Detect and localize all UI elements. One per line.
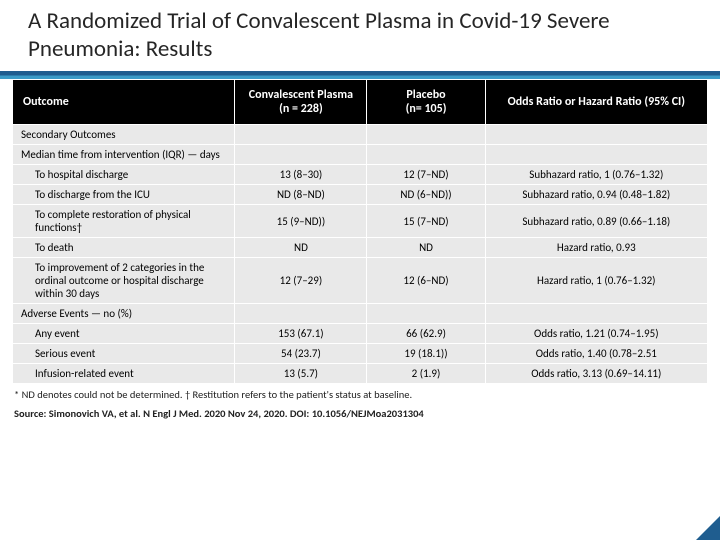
table-cell: ND (6–ND)) bbox=[367, 185, 485, 205]
table-cell: 13 (5.7) bbox=[235, 364, 367, 384]
table-row: To discharge from the ICUND (8–ND)ND (6–… bbox=[13, 185, 708, 205]
table-cell bbox=[367, 145, 485, 165]
table-cell: ND bbox=[235, 238, 367, 258]
table-cell: Median time from intervention (IQR) — da… bbox=[13, 145, 235, 165]
table-cell: Infusion-related event bbox=[13, 364, 235, 384]
table-cell: To improvement of 2 categories in the or… bbox=[13, 258, 235, 304]
table-cell bbox=[235, 125, 367, 145]
table-cell: 12 (6–ND) bbox=[367, 258, 485, 304]
table-row: Adverse Events — no (%) bbox=[13, 304, 708, 324]
table-cell: Adverse Events — no (%) bbox=[13, 304, 235, 324]
col-placebo: Placebo (n= 105) bbox=[367, 80, 485, 125]
title-underline bbox=[0, 71, 720, 79]
table-cell bbox=[485, 145, 707, 165]
table-cell: Odds ratio, 3.13 (0.69–14.11) bbox=[485, 364, 707, 384]
table-row: Median time from intervention (IQR) — da… bbox=[13, 145, 708, 165]
col-plasma-line1: Convalescent Plasma bbox=[241, 88, 360, 102]
footnote: * ND denotes could not be determined. † … bbox=[0, 384, 720, 401]
table-cell: To hospital discharge bbox=[13, 165, 235, 185]
table-cell: To discharge from the ICU bbox=[13, 185, 235, 205]
table-cell: 54 (23.7) bbox=[235, 344, 367, 364]
table-cell: 153 (67.1) bbox=[235, 324, 367, 344]
table-row: To complete restoration of physical func… bbox=[13, 205, 708, 238]
table-cell: 66 (62.9) bbox=[367, 324, 485, 344]
table-cell bbox=[367, 304, 485, 324]
col-plasma: Convalescent Plasma (n = 228) bbox=[235, 80, 367, 125]
table-body: Secondary OutcomesMedian time from inter… bbox=[13, 125, 708, 384]
corner-decoration bbox=[696, 516, 720, 540]
table-cell: Any event bbox=[13, 324, 235, 344]
table-row: Secondary Outcomes bbox=[13, 125, 708, 145]
table-cell: Odds ratio, 1.21 (0.74–1.95) bbox=[485, 324, 707, 344]
table-cell: To death bbox=[13, 238, 235, 258]
table-row: To deathNDNDHazard ratio, 0.93 bbox=[13, 238, 708, 258]
table-cell bbox=[235, 145, 367, 165]
table-cell: To complete restoration of physical func… bbox=[13, 205, 235, 238]
table-cell: 19 (18.1)) bbox=[367, 344, 485, 364]
table-cell bbox=[485, 304, 707, 324]
col-outcome: Outcome bbox=[13, 80, 235, 125]
table-cell: Odds ratio, 1.40 (0.78–2.51 bbox=[485, 344, 707, 364]
slide: A Randomized Trial of Convalescent Plasm… bbox=[0, 0, 720, 540]
results-table-container: Outcome Convalescent Plasma (n = 228) Pl… bbox=[0, 79, 720, 384]
table-header: Outcome Convalescent Plasma (n = 228) Pl… bbox=[13, 80, 708, 125]
table-cell bbox=[367, 125, 485, 145]
table-cell: Hazard ratio, 1 (0.76–1.32) bbox=[485, 258, 707, 304]
col-plasma-line2: (n = 228) bbox=[241, 102, 360, 116]
slide-title: A Randomized Trial of Convalescent Plasm… bbox=[28, 8, 692, 63]
table-cell: Subhazard ratio, 0.89 (0.66–1.18) bbox=[485, 205, 707, 238]
table-cell: Subhazard ratio, 0.94 (0.48–1.82) bbox=[485, 185, 707, 205]
table-cell: 15 (7–ND) bbox=[367, 205, 485, 238]
table-cell: 15 (9–ND)) bbox=[235, 205, 367, 238]
table-cell: Secondary Outcomes bbox=[13, 125, 235, 145]
title-area: A Randomized Trial of Convalescent Plasm… bbox=[0, 0, 720, 67]
table-cell: Serious event bbox=[13, 344, 235, 364]
table-cell: Subhazard ratio, 1 (0.76–1.32) bbox=[485, 165, 707, 185]
col-placebo-line2: (n= 105) bbox=[373, 102, 478, 116]
table-cell: 12 (7–29) bbox=[235, 258, 367, 304]
col-placebo-line1: Placebo bbox=[373, 88, 478, 102]
table-row: To hospital discharge13 (8–30)12 (7–ND)S… bbox=[13, 165, 708, 185]
results-table: Outcome Convalescent Plasma (n = 228) Pl… bbox=[12, 79, 708, 384]
table-cell: 12 (7–ND) bbox=[367, 165, 485, 185]
table-row: Serious event54 (23.7)19 (18.1))Odds rat… bbox=[13, 344, 708, 364]
table-cell: ND bbox=[367, 238, 485, 258]
col-ratio: Odds Ratio or Hazard Ratio (95% CI) bbox=[485, 80, 707, 125]
table-row: To improvement of 2 categories in the or… bbox=[13, 258, 708, 304]
source-citation: Source: Simonovich VA, et al. N Engl J M… bbox=[0, 401, 720, 420]
table-row: Any event153 (67.1)66 (62.9)Odds ratio, … bbox=[13, 324, 708, 344]
table-cell: Hazard ratio, 0.93 bbox=[485, 238, 707, 258]
table-cell: ND (8–ND) bbox=[235, 185, 367, 205]
table-cell bbox=[485, 125, 707, 145]
table-cell bbox=[235, 304, 367, 324]
table-cell: 2 (1.9) bbox=[367, 364, 485, 384]
table-row: Infusion-related event13 (5.7)2 (1.9)Odd… bbox=[13, 364, 708, 384]
table-cell: 13 (8–30) bbox=[235, 165, 367, 185]
